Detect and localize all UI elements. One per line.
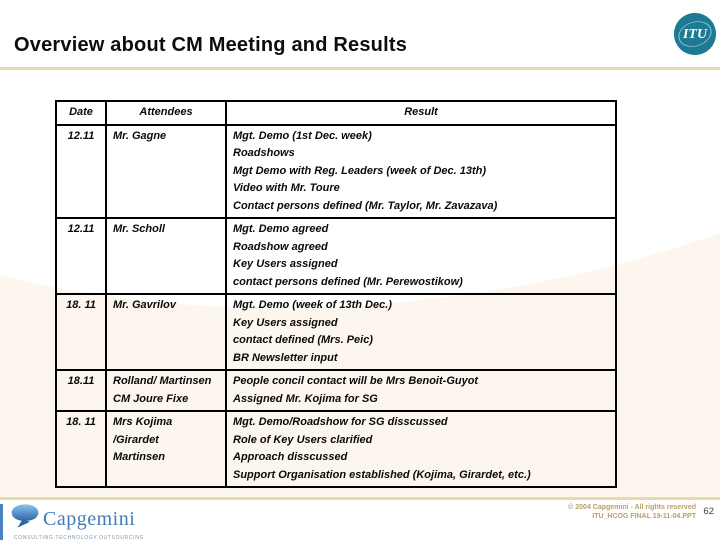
result-line: Assigned Mr. Kojima for SG: [233, 392, 378, 405]
result-line: Mgt. Demo/Roadshow for SG disscussed: [233, 416, 448, 428]
result-line: Role of Key Users clarified: [233, 433, 373, 446]
copyright-text: © 2004 Capgemini - All rights reserved I…: [568, 503, 696, 521]
table-row: 18. 11 Mrs Kojima /Girardet Martinsen Mg…: [55, 410, 617, 488]
result-line: Mgt. Demo (week of 13th Dec.): [233, 299, 392, 311]
result-line: BR Newsletter input: [233, 351, 338, 364]
capgemini-wordmark: Capgemini: [43, 507, 136, 530]
result-line: Key Users assigned: [233, 258, 338, 270]
column-header-date: Date: [55, 100, 107, 126]
result-line: Mgt. Demo agreed: [233, 223, 329, 235]
footer-divider: [0, 497, 720, 500]
attendees-cell: Rolland/ Martinsen CM Joure Fixe: [105, 369, 227, 412]
result-line: Roadshow agreed: [233, 240, 328, 253]
result-line: contact defined (Mrs. Peic): [233, 334, 373, 346]
meeting-results-table: Date Attendees Result 12.11 Mr. Gagne Mg…: [55, 100, 617, 488]
result-line: Mgt. Demo (1st Dec. week): [233, 129, 372, 142]
page-number: 62: [703, 506, 714, 517]
result-line: contact persons defined (Mr. Perewostiko…: [233, 275, 463, 288]
slide-content: Date Attendees Result 12.11 Mr. Gagne Mg…: [0, 70, 720, 498]
itu-logo-text: ITU: [682, 27, 708, 42]
result-cell: People concil contact will be Mrs Benoit…: [225, 369, 617, 412]
copyright-line2: ITU_HCOG FINAL 19-11-04.PPT: [592, 513, 696, 520]
table-row: 18.11 Rolland/ Martinsen CM Joure Fixe P…: [55, 369, 617, 412]
column-header-attendees: Attendees: [105, 100, 227, 126]
attendees-cell: Mrs Kojima /Girardet Martinsen: [105, 410, 227, 488]
result-line: Roadshows: [233, 147, 295, 159]
attendee-line: Mr. Gagne: [113, 129, 167, 142]
result-line: Support Organisation established (Kojima…: [233, 468, 531, 481]
result-cell: Mgt. Demo (week of 13th Dec.) Key Users …: [225, 293, 617, 371]
capgemini-logo: Capgemini CONSULTING.TECHNOLOGY.OUTSOURC…: [10, 503, 144, 540]
capgemini-spade-icon: [10, 503, 40, 534]
attendees-cell: Mr. Gavrilov: [105, 293, 227, 371]
table-row: 12.11 Mr. Gagne Mgt. Demo (1st Dec. week…: [55, 123, 617, 219]
attendee-line: Mr. Gavrilov: [113, 299, 176, 311]
date-cell: 12.11: [55, 217, 107, 295]
result-line: Video with Mr. Toure: [233, 182, 340, 194]
result-line: People concil contact will be Mrs Benoit…: [233, 375, 479, 387]
attendee-line: /Girardet: [113, 433, 159, 446]
result-cell: Mgt. Demo agreed Roadshow agreed Key Use…: [225, 217, 617, 295]
result-cell: Mgt. Demo/Roadshow for SG disscussed Rol…: [225, 410, 617, 488]
page-title: Overview about CM Meeting and Results: [14, 34, 408, 56]
result-line: Mgt Demo with Reg. Leaders (week of Dec.…: [233, 164, 487, 177]
attendee-line: Mrs Kojima: [113, 416, 173, 428]
column-header-result: Result: [225, 100, 617, 126]
attendees-cell: Mr. Scholl: [105, 217, 227, 295]
attendee-line: Mr. Scholl: [113, 223, 165, 235]
table-header-row: Date Attendees Result: [55, 100, 617, 126]
result-line: Contact persons defined (Mr. Taylor, Mr.…: [233, 199, 498, 212]
result-cell: Mgt. Demo (1st Dec. week) Roadshows Mgt …: [225, 123, 617, 219]
attendee-line: CM Joure Fixe: [113, 392, 189, 405]
table-row: 18. 11 Mr. Gavrilov Mgt. Demo (week of 1…: [55, 293, 617, 371]
result-line: Key Users assigned: [233, 316, 338, 329]
left-accent-bar: [0, 504, 3, 540]
copyright-line1: © 2004 Capgemini - All rights reserved: [568, 504, 696, 511]
itu-logo: ITU: [674, 13, 716, 55]
result-line: Approach disscussed: [233, 451, 348, 463]
capgemini-tagline: CONSULTING.TECHNOLOGY.OUTSOURCING: [14, 535, 145, 540]
attendee-line: Martinsen: [113, 451, 165, 463]
date-cell: 18.11: [55, 369, 107, 412]
table-row: 12.11 Mr. Scholl Mgt. Demo agreed Roadsh…: [55, 217, 617, 295]
date-cell: 18. 11: [55, 410, 107, 488]
date-cell: 18. 11: [55, 293, 107, 371]
title-divider: [0, 67, 720, 70]
attendees-cell: Mr. Gagne: [105, 123, 227, 219]
date-cell: 12.11: [55, 123, 107, 219]
attendee-line: Rolland/ Martinsen: [113, 375, 212, 387]
